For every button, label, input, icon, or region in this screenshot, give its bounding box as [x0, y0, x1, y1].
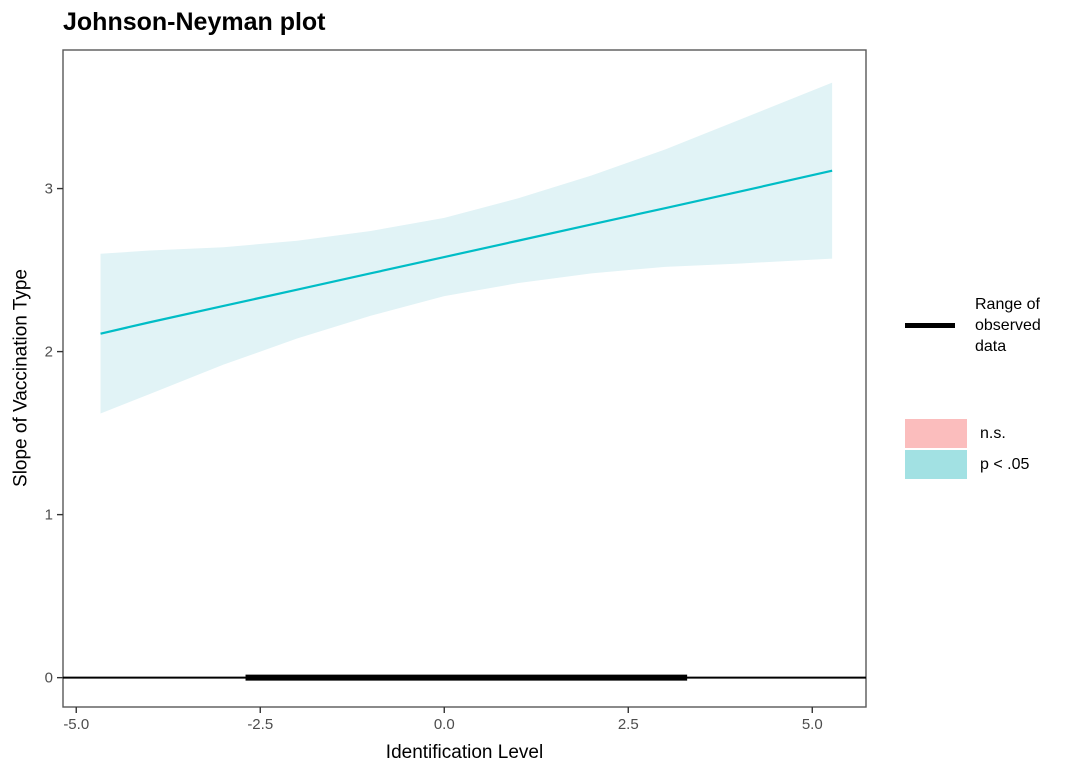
legend-item-sig: p < .05	[905, 450, 1091, 479]
legend-item-observed-range: Range of observed data	[905, 292, 1091, 358]
x-tick-label: 5.0	[802, 716, 823, 733]
y-tick-label: 1	[45, 507, 53, 524]
observed-range-key	[905, 292, 961, 358]
thick-line-icon	[905, 322, 955, 328]
legend-label-observed-range: Range of observed data	[975, 295, 1041, 355]
legend-label-sig: p < .05	[980, 455, 1030, 473]
x-tick-label: -2.5	[247, 716, 273, 733]
x-tick-label: 0.0	[434, 716, 455, 733]
sig-fill-swatch	[905, 450, 967, 479]
y-tick-label: 2	[45, 344, 53, 361]
legend-item-ns: n.s.	[905, 419, 1091, 448]
x-tick-label: 2.5	[618, 716, 639, 733]
chart-title: Johnson-Neyman plot	[63, 8, 326, 36]
y-axis-title: Slope of Vaccination Type	[10, 269, 32, 487]
legend: Range of observed data n.s. p < .05	[905, 292, 1091, 479]
y-tick-label: 0	[45, 670, 53, 687]
y-tick-label: 3	[45, 181, 53, 198]
legend-label-ns: n.s.	[980, 424, 1006, 442]
x-axis-title: Identification Level	[385, 742, 544, 763]
ns-fill-swatch	[905, 419, 967, 448]
trend-line	[100, 169, 833, 335]
legend-significance-group: n.s. p < .05	[905, 419, 1091, 479]
x-tick-label: -5.0	[63, 716, 89, 733]
ci-band	[100, 82, 833, 414]
